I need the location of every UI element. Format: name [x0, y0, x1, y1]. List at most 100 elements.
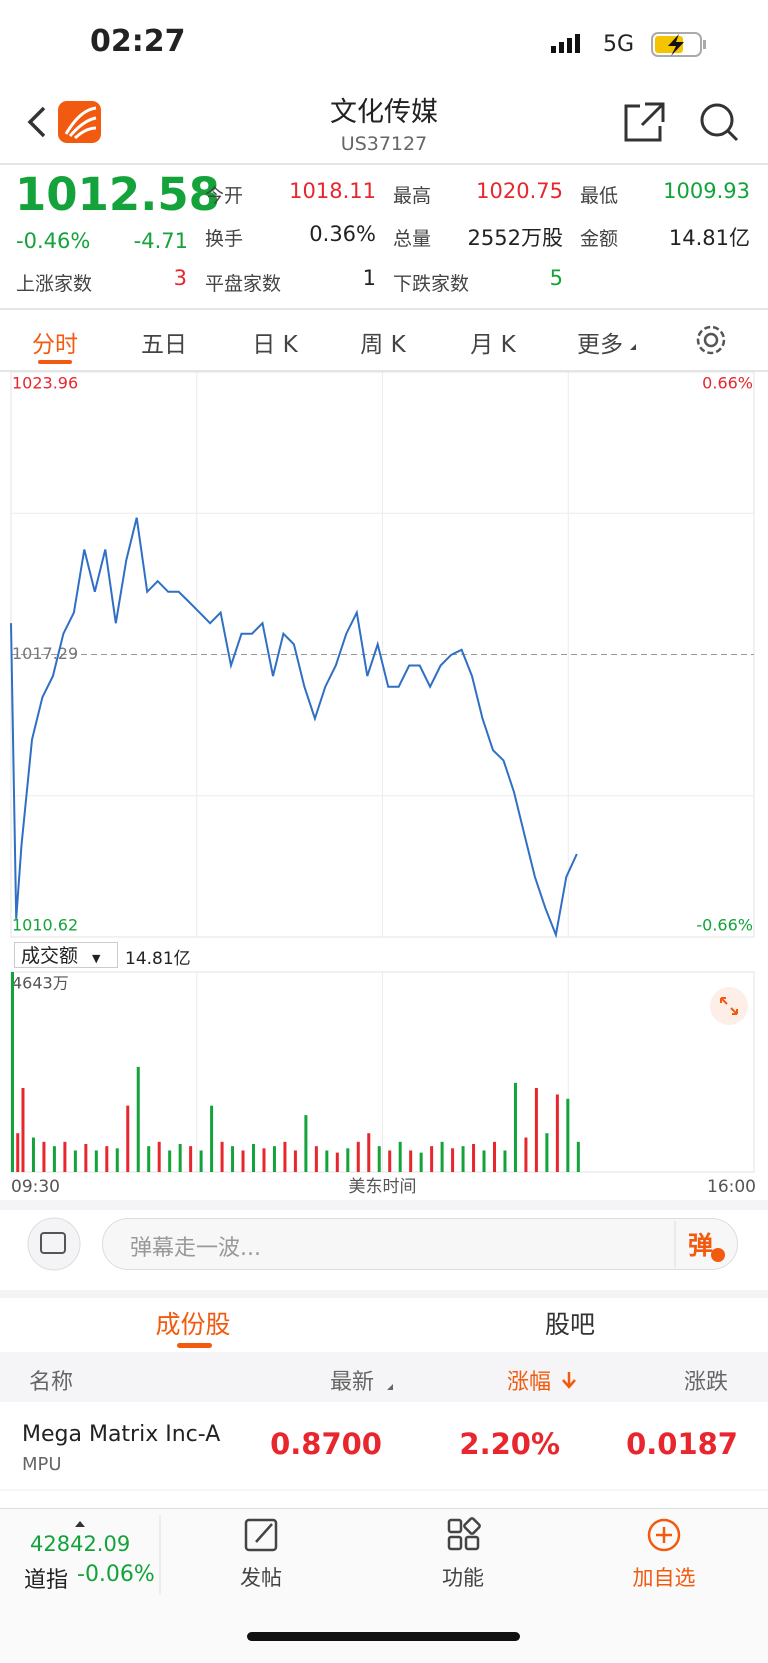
col-header[interactable]: 最新: [330, 1370, 375, 1395]
x-tick-label: 09:30: [11, 1177, 60, 1197]
volume-bar: [94, 1150, 98, 1172]
volume-bar: [409, 1150, 413, 1172]
volume-bar: [524, 1137, 528, 1172]
volume-total: 14.81亿: [125, 949, 191, 969]
field-label: 最高: [393, 185, 432, 207]
y-tick-label: 1023.96: [12, 374, 78, 393]
danmu-placeholder: 弹幕走一波...: [130, 1236, 261, 1261]
signal-icon: [551, 34, 580, 53]
volume-bar: [31, 1137, 35, 1172]
tab[interactable]: 日 K: [252, 332, 298, 358]
col-header[interactable]: 涨幅: [507, 1370, 552, 1395]
index-name: 道指: [24, 1568, 69, 1593]
volume-bar: [189, 1146, 193, 1172]
volume-bar: [283, 1141, 287, 1172]
volume-bar: [262, 1148, 266, 1172]
field-value: 2552万股: [467, 226, 563, 250]
volume-bar: [231, 1146, 235, 1172]
nav-label[interactable]: 加自选: [632, 1566, 696, 1590]
selector-label: 成交额: [21, 945, 79, 967]
field-label: 金额: [580, 228, 619, 250]
y2-tick-label: -0.66%: [696, 916, 753, 935]
volume-bar: [293, 1150, 297, 1172]
nav-label[interactable]: 发帖: [240, 1566, 282, 1590]
index-change: -0.06%: [77, 1562, 155, 1587]
volume-bar: [576, 1141, 580, 1172]
field-value: 3: [173, 266, 187, 290]
volume-bar: [513, 1082, 517, 1172]
volume-bar: [157, 1141, 161, 1172]
tab[interactable]: 周 K: [360, 332, 406, 358]
field-label: 换手: [205, 228, 244, 250]
volume-bar: [482, 1150, 486, 1172]
volume-bar: [147, 1146, 151, 1172]
stock-latest: 0.8700: [270, 1427, 382, 1461]
volume-bar: [314, 1146, 318, 1172]
volume-bar: [241, 1150, 245, 1172]
price: 1012.58: [15, 168, 220, 221]
volume-bar: [534, 1088, 538, 1172]
volume-bar: [21, 1088, 25, 1172]
nav-label[interactable]: 功能: [442, 1566, 484, 1590]
volume-bar: [115, 1148, 119, 1172]
y2-tick-label: 0.66%: [702, 374, 753, 393]
chart-frame: [10, 971, 755, 1173]
section-tab[interactable]: 成份股: [155, 1310, 231, 1339]
volume-bar: [335, 1152, 339, 1172]
volume-bar: [52, 1146, 56, 1172]
volume-bar: [356, 1141, 360, 1172]
chart-frame: [10, 371, 755, 938]
charts: 1010.62 1017.29 1023.96 -0.66% 0.66% 4643万 09:…: [10, 371, 756, 1197]
tab[interactable]: 五日: [141, 332, 187, 358]
volume-bar: [325, 1150, 329, 1172]
col-header: 名称: [29, 1370, 74, 1395]
stock-name[interactable]: Mega Matrix Inc-A: [22, 1422, 221, 1447]
danmu-input[interactable]: [102, 1218, 738, 1270]
field-label: 平盘家数: [205, 273, 282, 295]
tab[interactable]: 更多: [577, 332, 623, 358]
field-label: 今开: [205, 185, 244, 207]
volume-bar: [346, 1148, 350, 1172]
volume-bar: [136, 1066, 140, 1172]
field-value: 1: [362, 266, 376, 290]
danmu-button[interactable]: 弹: [688, 1231, 714, 1260]
volume-bar: [566, 1098, 570, 1172]
volume-bar: [199, 1150, 203, 1172]
volume-bar: [555, 1094, 559, 1172]
volume-selector[interactable]: 成交额 ▼: [14, 942, 118, 968]
expand-icon[interactable]: [710, 987, 748, 1025]
volume-bar: [168, 1150, 172, 1172]
volume-bar: [251, 1144, 255, 1172]
battery-icon: [651, 32, 706, 57]
y-tick-label: 4643万: [12, 974, 69, 993]
volume-bar: [367, 1133, 371, 1172]
price-line: [10, 517, 578, 939]
status-time: 02:27: [90, 24, 186, 59]
divider: [0, 1290, 768, 1298]
section-tab[interactable]: 股吧: [544, 1310, 595, 1339]
x-tick-label: 16:00: [707, 1177, 756, 1197]
field-value: 5: [549, 266, 563, 290]
settings-icon: [696, 325, 726, 355]
volume-bar: [398, 1141, 402, 1172]
volume-bar: [545, 1133, 549, 1172]
col-header[interactable]: 涨跌: [684, 1370, 729, 1395]
tab[interactable]: 分时: [32, 332, 78, 358]
tab[interactable]: 月 K: [470, 332, 516, 358]
volume-bar: [440, 1141, 444, 1172]
field-label: 总量: [393, 228, 432, 250]
index-value[interactable]: 42842.09: [30, 1532, 131, 1556]
volume-bar: [461, 1146, 465, 1172]
tab-underline: [38, 360, 72, 364]
change: -4.71: [133, 229, 188, 253]
stock-change: 0.0187: [626, 1427, 738, 1461]
y-tick-label: 1017.29: [12, 644, 78, 663]
field-value: 1018.11: [289, 179, 376, 203]
volume-bar: [272, 1146, 276, 1172]
volume-bar: [126, 1105, 130, 1172]
volume-bar: [451, 1148, 455, 1172]
field-value: 14.81亿: [668, 226, 750, 250]
volume-bar: [220, 1141, 224, 1172]
